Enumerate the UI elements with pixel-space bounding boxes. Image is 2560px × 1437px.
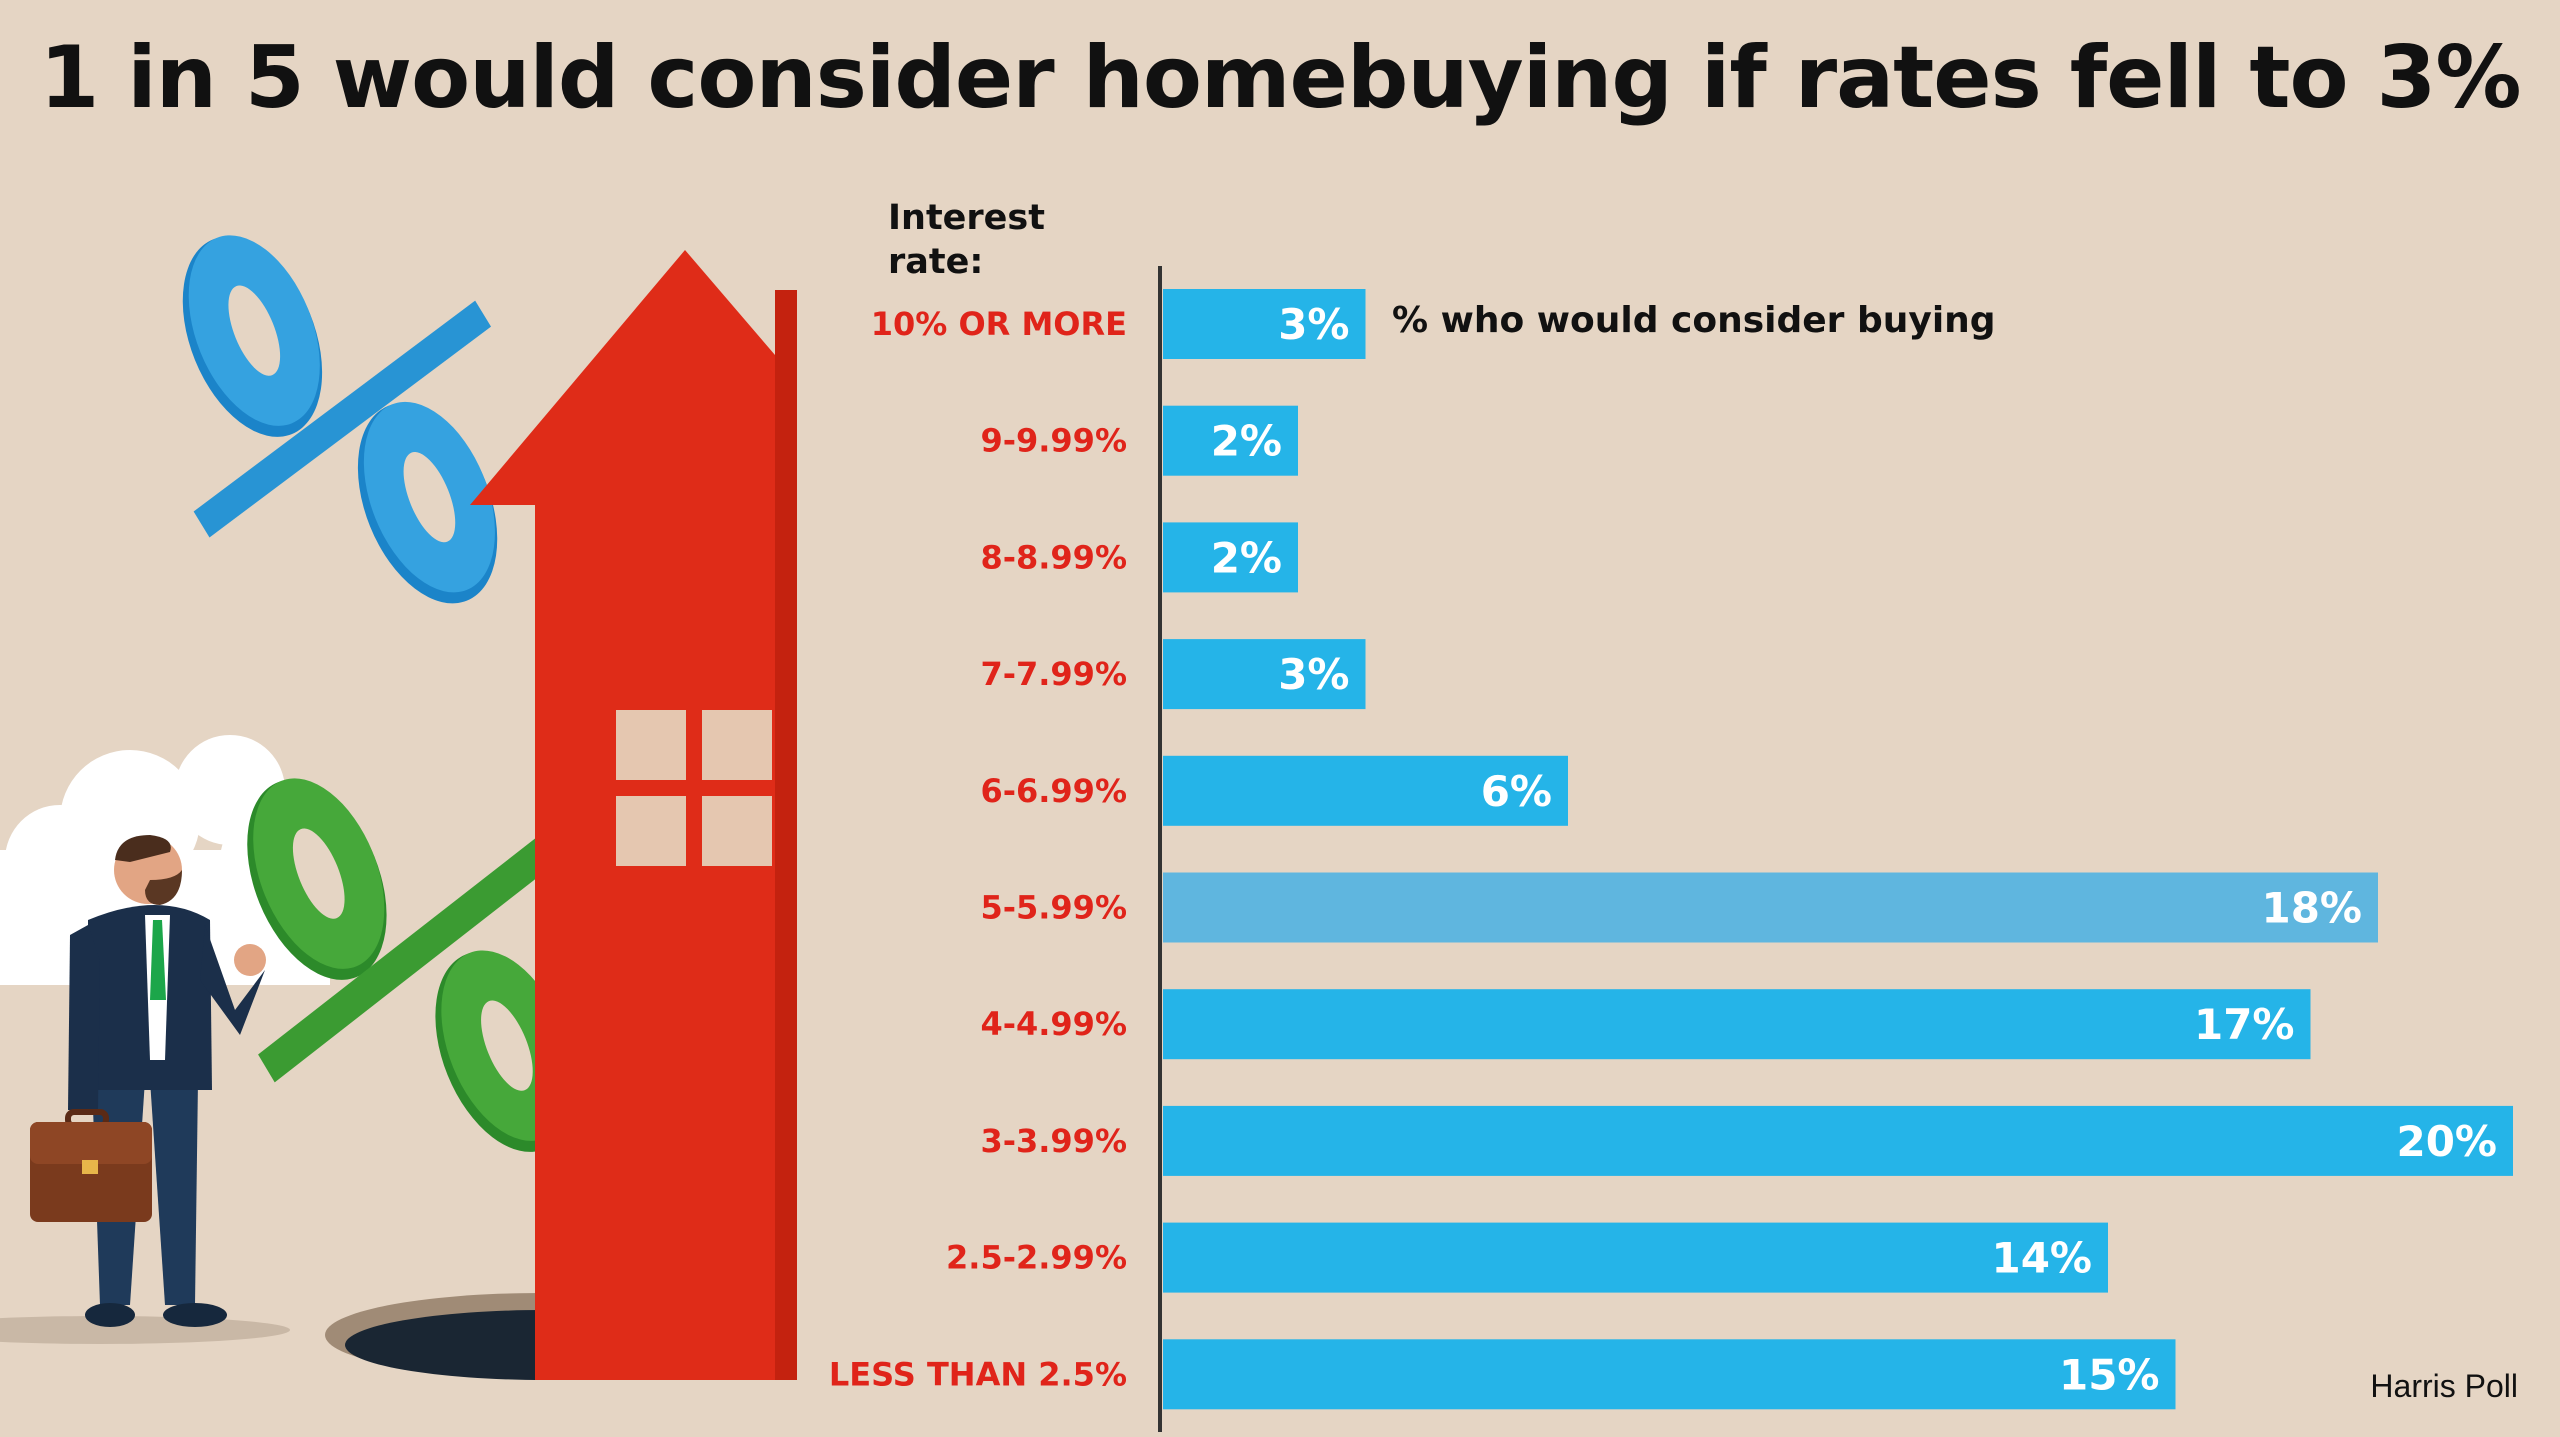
value-label: 6%: [1481, 767, 1552, 816]
category-label: 2.5-2.99%: [946, 1239, 1127, 1277]
category-label: 9-9.99%: [980, 422, 1127, 460]
bar: [1163, 405, 1298, 476]
source-credit: Harris Poll: [2370, 1368, 2518, 1404]
value-label: 18%: [2261, 884, 2362, 933]
bar: [1163, 989, 2311, 1060]
bar: [1163, 872, 2378, 943]
category-label: LESS THAN 2.5%: [829, 1355, 1127, 1393]
value-label: 17%: [2194, 1000, 2295, 1049]
category-label: 4-4.99%: [980, 1005, 1127, 1043]
value-label: 2%: [1211, 417, 1282, 466]
bar: [1163, 1222, 2108, 1293]
bar: [1163, 755, 1568, 826]
value-label: 14%: [1991, 1234, 2092, 1283]
legend-label: % who would consider buying: [1392, 300, 1996, 341]
percent-icon: [182, 235, 498, 604]
category-label: 6-6.99%: [980, 772, 1127, 810]
category-label: 7-7.99%: [980, 655, 1127, 693]
category-label: 8-8.99%: [980, 538, 1127, 576]
value-label: 20%: [2396, 1117, 2497, 1166]
category-label: 10% OR MORE: [871, 305, 1127, 343]
category-label: 3-3.99%: [980, 1122, 1127, 1160]
value-label: 2%: [1211, 533, 1282, 582]
bar: [1163, 289, 1366, 359]
bar: [1163, 1105, 2513, 1176]
value-label: 15%: [2059, 1350, 2160, 1399]
value-label: 3%: [1278, 650, 1349, 699]
bar: [1163, 522, 1298, 593]
chart-title: 1 in 5 would consider homebuying if rate…: [39, 28, 2521, 128]
axis-title: Interest rate:: [888, 198, 1045, 282]
illustration: [0, 235, 797, 1380]
businessman-icon: [68, 835, 266, 1327]
house-icon: [470, 250, 797, 1380]
bar: [1163, 1339, 2176, 1410]
briefcase-icon: [30, 1109, 152, 1222]
value-label: 3%: [1278, 300, 1349, 349]
category-label: 5-5.99%: [980, 889, 1127, 927]
bar: [1163, 639, 1366, 710]
